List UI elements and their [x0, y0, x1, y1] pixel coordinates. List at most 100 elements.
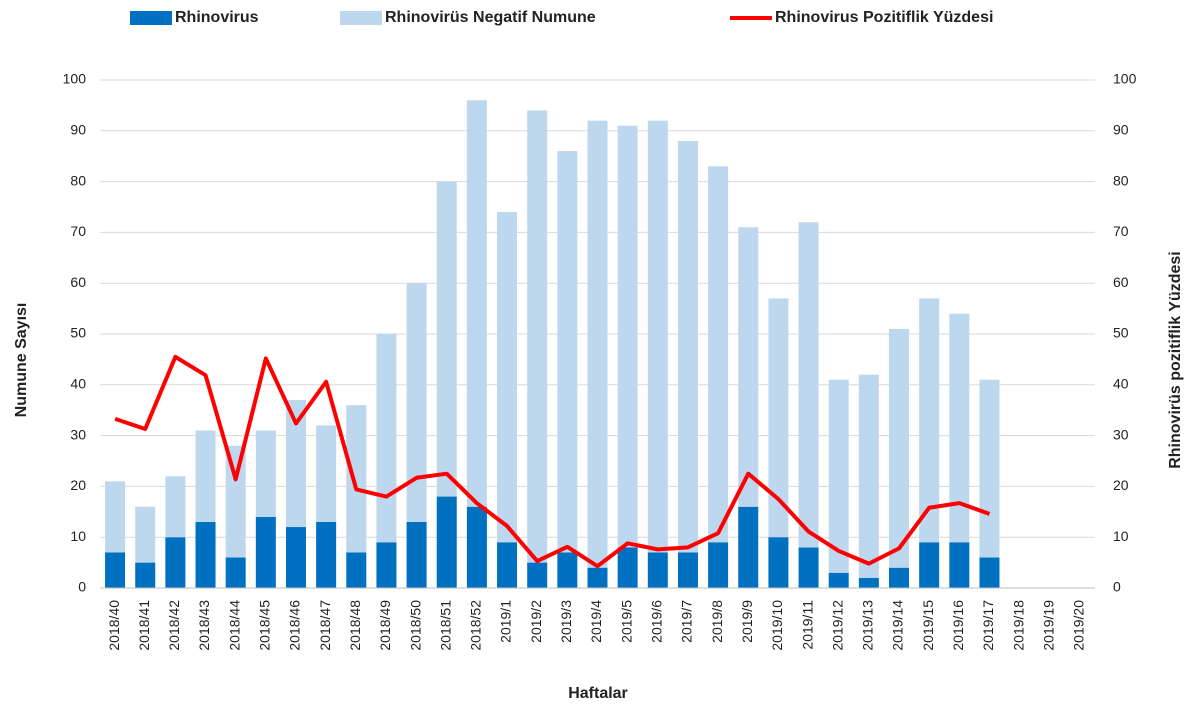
x-tick-label: 2019/9: [739, 600, 755, 643]
x-tick-label: 2018/40: [106, 600, 122, 651]
bar: [105, 552, 126, 588]
bar: [919, 542, 940, 588]
bar: [708, 166, 729, 543]
x-tick-label: 2019/14: [890, 600, 906, 651]
bar: [617, 125, 638, 548]
bar: [979, 379, 1000, 558]
bar: [828, 572, 849, 588]
bar: [587, 120, 608, 568]
y-tick-label: 10: [70, 528, 86, 544]
bar: [436, 181, 457, 497]
bar: [919, 298, 940, 543]
bar: [346, 552, 367, 588]
x-tick-label: 2019/11: [799, 600, 815, 650]
bar: [436, 496, 457, 588]
x-tick-label: 2018/51: [437, 600, 453, 651]
bar: [617, 547, 638, 588]
bar: [165, 537, 186, 588]
bar: [828, 379, 849, 573]
bar: [798, 222, 819, 548]
bar: [647, 552, 668, 588]
bar: [346, 405, 367, 553]
bar: [979, 557, 1000, 588]
x-tick-label: 2018/45: [257, 600, 273, 651]
y2-tick-label: 20: [1113, 477, 1129, 493]
bar: [768, 537, 789, 588]
x-tick-label: 2018/42: [166, 600, 182, 651]
x-tick-label: 2019/4: [588, 600, 604, 643]
x-axis-title: Haftalar: [568, 685, 628, 702]
x-tick-label: 2019/7: [679, 600, 695, 643]
bar: [949, 542, 970, 588]
y-tick-label: 60: [70, 274, 86, 290]
bar: [768, 298, 789, 538]
x-tick-label: 2018/48: [347, 600, 363, 651]
bar: [406, 283, 427, 522]
y2-axis-title: Rhinovirüs pozitiflik Yüzdesi: [1167, 251, 1184, 469]
bar: [738, 227, 759, 507]
x-tick-label: 2019/18: [1010, 600, 1026, 651]
bar: [497, 542, 518, 588]
legend-label: Rhinovirus Pozitiflik Yüzdesi: [775, 9, 993, 26]
y2-tick-label: 60: [1113, 274, 1129, 290]
y2-tick-label: 40: [1113, 376, 1129, 392]
bar: [316, 425, 337, 522]
bar: [195, 430, 216, 522]
x-tick-label: 2018/50: [407, 600, 423, 651]
bar: [798, 547, 819, 588]
y2-tick-label: 70: [1113, 223, 1129, 239]
x-tick-label: 2018/43: [196, 600, 212, 651]
bar: [105, 481, 126, 553]
bar: [677, 140, 698, 553]
legend-swatch: [130, 11, 172, 25]
bar: [708, 542, 729, 588]
bar: [466, 100, 487, 507]
y-tick-label: 50: [70, 325, 86, 341]
x-tick-label: 2019/6: [649, 600, 665, 643]
bar: [255, 516, 276, 588]
y-tick-label: 0: [78, 579, 86, 595]
bar: [135, 506, 156, 563]
bar: [135, 562, 156, 588]
y-tick-label: 90: [70, 122, 86, 138]
bar: [165, 476, 186, 538]
bar: [858, 374, 879, 578]
x-tick-label: 2018/47: [317, 600, 333, 651]
bar: [527, 562, 548, 588]
line: [114, 354, 991, 569]
bar: [949, 313, 970, 543]
x-tick-label: 2019/3: [558, 600, 574, 643]
y-tick-label: 70: [70, 223, 86, 239]
y2-tick-label: 10: [1113, 528, 1129, 544]
legend-swatch: [340, 11, 382, 25]
x-tick-label: 2018/49: [377, 600, 393, 651]
y-tick-label: 20: [70, 477, 86, 493]
bar: [406, 521, 427, 588]
x-tick-label: 2018/52: [468, 600, 484, 651]
bar: [557, 151, 578, 553]
bar: [497, 212, 518, 543]
bar: [285, 400, 306, 528]
bar: [195, 521, 216, 588]
bar: [527, 110, 548, 563]
y2-tick-label: 90: [1113, 122, 1129, 138]
y-tick-label: 30: [70, 426, 86, 442]
x-tick-label: 2018/46: [287, 600, 303, 651]
bar: [738, 506, 759, 588]
bar: [677, 552, 698, 588]
x-tick-label: 2019/1: [498, 600, 514, 643]
y2-tick-label: 80: [1113, 172, 1129, 188]
x-tick-label: 2019/17: [980, 600, 996, 651]
x-tick-label: 2018/41: [136, 600, 152, 651]
x-tick-label: 2019/19: [1040, 600, 1056, 651]
bar: [557, 552, 578, 588]
bar: [889, 328, 910, 568]
bar: [316, 521, 337, 588]
bar: [376, 334, 397, 543]
legend-label: Rhinovirus: [175, 9, 259, 26]
y2-tick-label: 100: [1113, 71, 1137, 87]
x-tick-label: 2019/20: [1071, 600, 1087, 651]
x-tick-label: 2019/13: [860, 600, 876, 651]
y-tick-label: 100: [63, 71, 87, 87]
